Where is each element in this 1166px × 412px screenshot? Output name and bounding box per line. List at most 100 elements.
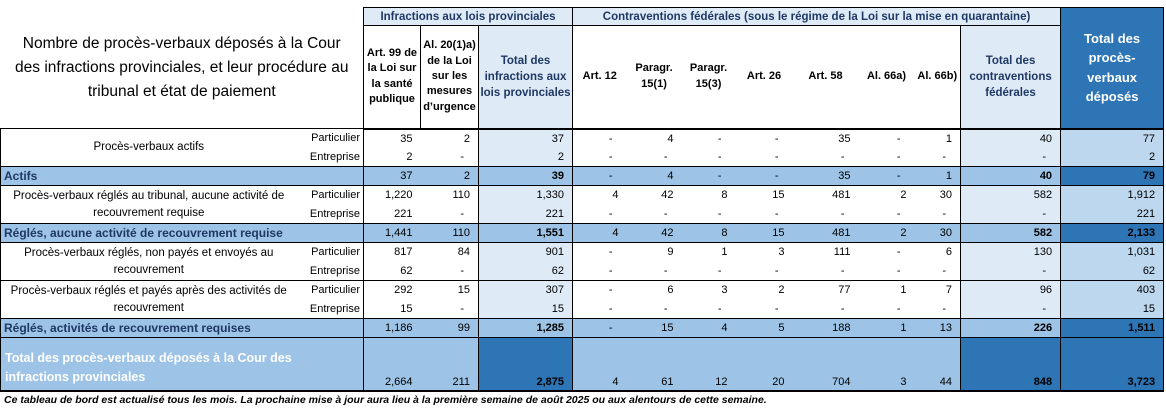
value-cell: 211 bbox=[420, 337, 479, 392]
entity-type-label: Entreprise bbox=[296, 299, 364, 319]
value-cell: 1 bbox=[914, 128, 961, 148]
value-cell: 481 bbox=[792, 223, 859, 243]
value-cell: 292 bbox=[363, 280, 421, 300]
row-category-label: Procès-verbaux réglés, non payés et envo… bbox=[0, 242, 297, 281]
value-cell: 221 bbox=[477, 204, 573, 224]
update-note: Ce tableau de bord est actualisé tous le… bbox=[4, 393, 767, 406]
value-cell: - bbox=[914, 204, 961, 224]
value-cell: 1,285 bbox=[477, 318, 573, 338]
proces-verbaux-dashboard-table: Nombre de procès-verbaux déposés à la Co… bbox=[0, 7, 1165, 392]
value-cell: 15 bbox=[363, 299, 421, 319]
value-cell: 111 bbox=[792, 242, 859, 262]
value-cell: 2 bbox=[1060, 147, 1165, 167]
value-cell: 37 bbox=[477, 128, 573, 148]
value-cell: - bbox=[572, 128, 627, 148]
value-cell: - bbox=[735, 147, 793, 167]
value-cell: 110 bbox=[420, 185, 479, 205]
value-cell: 4 bbox=[626, 166, 682, 186]
value-cell: - bbox=[572, 299, 627, 319]
value-cell: 30 bbox=[914, 223, 961, 243]
column-header-al20-1-a: Al. 20(1)a) de la Loi sur les mesures d’… bbox=[420, 25, 479, 130]
value-cell: - bbox=[914, 147, 961, 167]
value-cell: - bbox=[626, 204, 682, 224]
value-cell: 2,664 bbox=[363, 337, 421, 392]
entity-type-label: Particulier bbox=[296, 280, 364, 300]
value-cell: 42 bbox=[626, 185, 682, 205]
value-cell: 3 bbox=[681, 280, 736, 300]
column-header-total-provinciales: Total des infractions aux lois provincia… bbox=[477, 25, 573, 130]
value-cell: - bbox=[572, 261, 627, 281]
value-cell: - bbox=[960, 261, 1061, 281]
value-cell: 15 bbox=[477, 299, 573, 319]
value-cell: 30 bbox=[914, 185, 961, 205]
table-row: Procès-verbaux réglés au tribunal, aucun… bbox=[0, 185, 1165, 224]
value-cell: - bbox=[858, 299, 915, 319]
value-cell: - bbox=[735, 128, 793, 148]
row-category-label: Procès-verbaux réglés au tribunal, aucun… bbox=[0, 185, 297, 224]
value-cell: 9 bbox=[626, 242, 682, 262]
column-header-al66b: Al. 66b) bbox=[914, 25, 961, 130]
column-header-art12: Art. 12 bbox=[572, 25, 627, 130]
value-cell: - bbox=[858, 242, 915, 262]
value-cell: 15 bbox=[1060, 299, 1165, 319]
value-cell: 130 bbox=[960, 242, 1061, 262]
value-cell: 2 bbox=[858, 223, 915, 243]
value-cell: 77 bbox=[792, 280, 859, 300]
value-cell: - bbox=[858, 261, 915, 281]
value-cell: - bbox=[914, 299, 961, 319]
value-cell: 20 bbox=[735, 337, 793, 392]
table-row: Entreprise 15-15- - - - - - - -15 bbox=[1, 299, 1165, 319]
column-header-paragr-15-1: Paragr. 15(1) bbox=[626, 25, 682, 130]
value-cell: 481 bbox=[792, 185, 859, 205]
summary-row-label: Réglés, aucune activité de recouvrement … bbox=[0, 223, 364, 243]
value-cell: 2 bbox=[858, 185, 915, 205]
value-cell: - bbox=[681, 147, 736, 167]
value-cell: 3 bbox=[858, 337, 915, 392]
value-cell: 6 bbox=[914, 242, 961, 262]
table-row: Procès-verbaux actifs Particulier 35 2 37-4-… bbox=[0, 128, 1165, 167]
value-cell: 2 bbox=[420, 166, 479, 186]
value-cell: - bbox=[681, 204, 736, 224]
value-cell: 582 bbox=[960, 223, 1061, 243]
value-cell: 704 bbox=[792, 337, 859, 392]
value-cell: - bbox=[420, 261, 479, 281]
summary-row-label: Actifs bbox=[0, 166, 364, 186]
column-header-total-deposes: Total des procès-verbaux déposés bbox=[1060, 7, 1165, 130]
entity-type-label: Particulier bbox=[296, 242, 364, 262]
value-cell: 42 bbox=[626, 223, 682, 243]
value-cell: 77 bbox=[1060, 128, 1165, 148]
value-cell: 1 bbox=[858, 280, 915, 300]
value-cell: - bbox=[572, 147, 627, 167]
value-cell: 12 bbox=[681, 337, 736, 392]
value-cell: 35 bbox=[363, 128, 421, 148]
value-cell: 3,723 bbox=[1060, 337, 1165, 392]
value-cell: - bbox=[420, 147, 479, 167]
column-header-art26: Art. 26 bbox=[735, 25, 793, 130]
value-cell: 4 bbox=[572, 337, 627, 392]
value-cell: - bbox=[681, 166, 736, 186]
column-header-paragr-15-3: Paragr. 15(3) bbox=[681, 25, 736, 130]
value-cell: 4 bbox=[626, 128, 682, 148]
value-cell: - bbox=[681, 128, 736, 148]
value-cell: 1,441 bbox=[363, 223, 421, 243]
value-cell: 110 bbox=[420, 223, 479, 243]
value-cell: 15 bbox=[626, 318, 682, 338]
value-cell: 1,186 bbox=[363, 318, 421, 338]
value-cell: 84 bbox=[420, 242, 479, 262]
value-cell: 4 bbox=[681, 318, 736, 338]
value-cell: - bbox=[735, 204, 793, 224]
value-cell: 7 bbox=[914, 280, 961, 300]
value-cell: 5 bbox=[735, 318, 793, 338]
value-cell: - bbox=[572, 166, 627, 186]
value-cell: 35 bbox=[792, 166, 859, 186]
summary-row: Actifs 37 2 39-4- -35-1 40 79 bbox=[0, 166, 1165, 186]
group-header-federal: Contraventions fédérales (sous le régime… bbox=[572, 7, 1062, 26]
value-cell: - bbox=[626, 147, 682, 167]
value-cell: - bbox=[735, 166, 793, 186]
value-cell: 403 bbox=[1060, 280, 1165, 300]
row-category-label: Procès-verbaux actifs bbox=[0, 128, 297, 167]
value-cell: 62 bbox=[1060, 261, 1165, 281]
value-cell: 62 bbox=[477, 261, 573, 281]
value-cell: 221 bbox=[1060, 204, 1165, 224]
value-cell: 35 bbox=[792, 128, 859, 148]
